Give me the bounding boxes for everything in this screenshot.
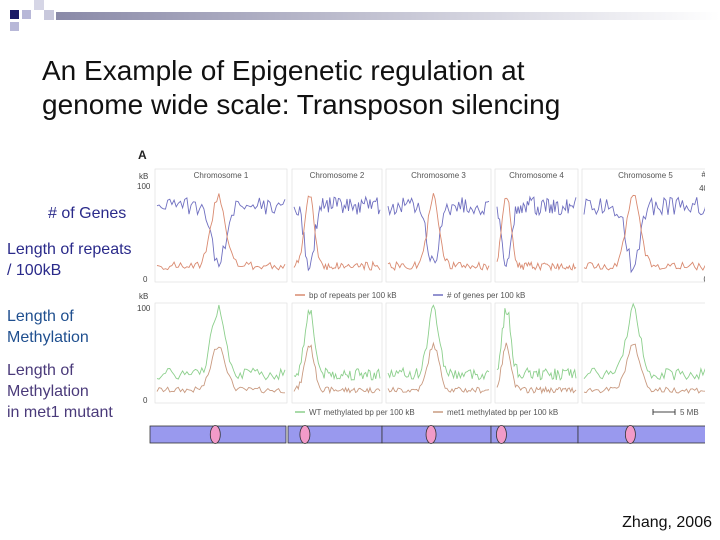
met1-methylation-line — [293, 344, 381, 395]
repeats-density-line — [156, 193, 286, 271]
chromosome-title: Chromosome 3 — [411, 171, 466, 180]
panel-letter: A — [138, 148, 147, 162]
genes-density-line — [496, 195, 577, 268]
met1-methylation-line — [387, 341, 490, 394]
legend-genes: # of genes per 100 kB — [447, 291, 525, 300]
genes-density-line — [583, 196, 705, 274]
centromere-marker — [299, 425, 311, 444]
wt-methylation-line — [496, 308, 577, 381]
chromosome-panel: Chromosome 1 — [154, 168, 288, 404]
met1-methylation-label: Length of Methylation in met1 mutant — [7, 360, 113, 423]
bottom-y-max: 100 — [137, 304, 151, 313]
chromosome-title: Chromosome 1 — [194, 171, 249, 180]
top-right-max: 40 — [699, 184, 705, 193]
methylation-label: Length of Methylation — [7, 306, 89, 348]
chromosome-panel: Chromosome 2 — [291, 168, 383, 404]
top-y-min: 0 — [143, 275, 148, 284]
centromere-marker — [624, 425, 636, 444]
top-y-max: 100 — [137, 182, 151, 191]
wt-methylation-line — [583, 302, 705, 381]
chromosome-title: Chromosome 4 — [509, 171, 564, 180]
chromosome-bar — [577, 425, 705, 444]
wt-methylation-line — [387, 304, 490, 381]
met1-methylation-line — [496, 342, 577, 395]
scale-label: 5 MB — [680, 408, 699, 417]
title-line-2: genome wide scale: Transposon silencing — [42, 89, 561, 120]
top-unit-left: kB — [139, 172, 148, 181]
top-rule — [56, 12, 720, 20]
title-line-1: An Example of Epigenetic regulation at — [42, 55, 525, 86]
met1-label-line-1: Length of — [7, 362, 74, 379]
repeats-label: Length of repeats / 100kB — [7, 239, 132, 281]
met1-label-line-3: in met1 mutant — [7, 404, 113, 421]
methylation-label-line-1: Length of — [7, 308, 74, 325]
chromosome-title: Chromosome 2 — [310, 171, 365, 180]
met1-label-line-2: Methylation — [7, 383, 89, 400]
chromosome-panel: Chromosome 4 — [494, 168, 579, 404]
chromosome-panel: Chromosome 3 — [385, 168, 492, 404]
genes-density-line — [156, 197, 286, 268]
legend-wt: WT methylated bp per 100 kB — [309, 408, 415, 417]
genes-label: # of Genes — [48, 205, 127, 222]
top-unit-right: # — [702, 170, 705, 179]
repeats-density-line — [387, 193, 490, 272]
bottom-y-min: 0 — [143, 396, 148, 405]
corner-decoration — [0, 0, 60, 40]
repeats-density-line — [496, 197, 577, 272]
repeats-density-line — [583, 194, 705, 271]
met1-methylation-line — [583, 343, 705, 394]
genes-density-line — [387, 196, 490, 264]
citation: Zhang, 2006 — [622, 514, 712, 531]
wt-methylation-line — [293, 308, 381, 381]
chromosome-bar — [381, 425, 492, 444]
centromere-marker — [209, 425, 221, 444]
chromosome-title: Chromosome 5 — [618, 171, 673, 180]
met1-methylation-line — [156, 346, 285, 394]
methylation-label-line-2: Methylation — [7, 329, 89, 346]
genes-density-line — [293, 195, 381, 272]
legend-repeats: bp of repeats per 100 kB — [309, 291, 397, 300]
chromosome-figure: A kB 100 0 # 40 0 kB 100 0 Chromosome 1 C… — [137, 148, 705, 444]
repeats-density-line — [293, 195, 381, 272]
centromere-marker — [425, 425, 437, 444]
bottom-unit: kB — [139, 292, 148, 301]
repeats-label-line-2: / 100kB — [7, 262, 62, 279]
legend-met1: met1 methylated bp per 100 kB — [447, 408, 558, 417]
slide-title: An Example of Epigenetic regulation at g… — [42, 54, 682, 122]
chromosome-panel: Chromosome 5 — [581, 168, 705, 404]
wt-methylation-line — [156, 304, 286, 381]
centromere-marker — [496, 425, 507, 444]
top-right-min: 0 — [704, 275, 705, 284]
repeats-label-line-1: Length of repeats — [7, 241, 132, 258]
